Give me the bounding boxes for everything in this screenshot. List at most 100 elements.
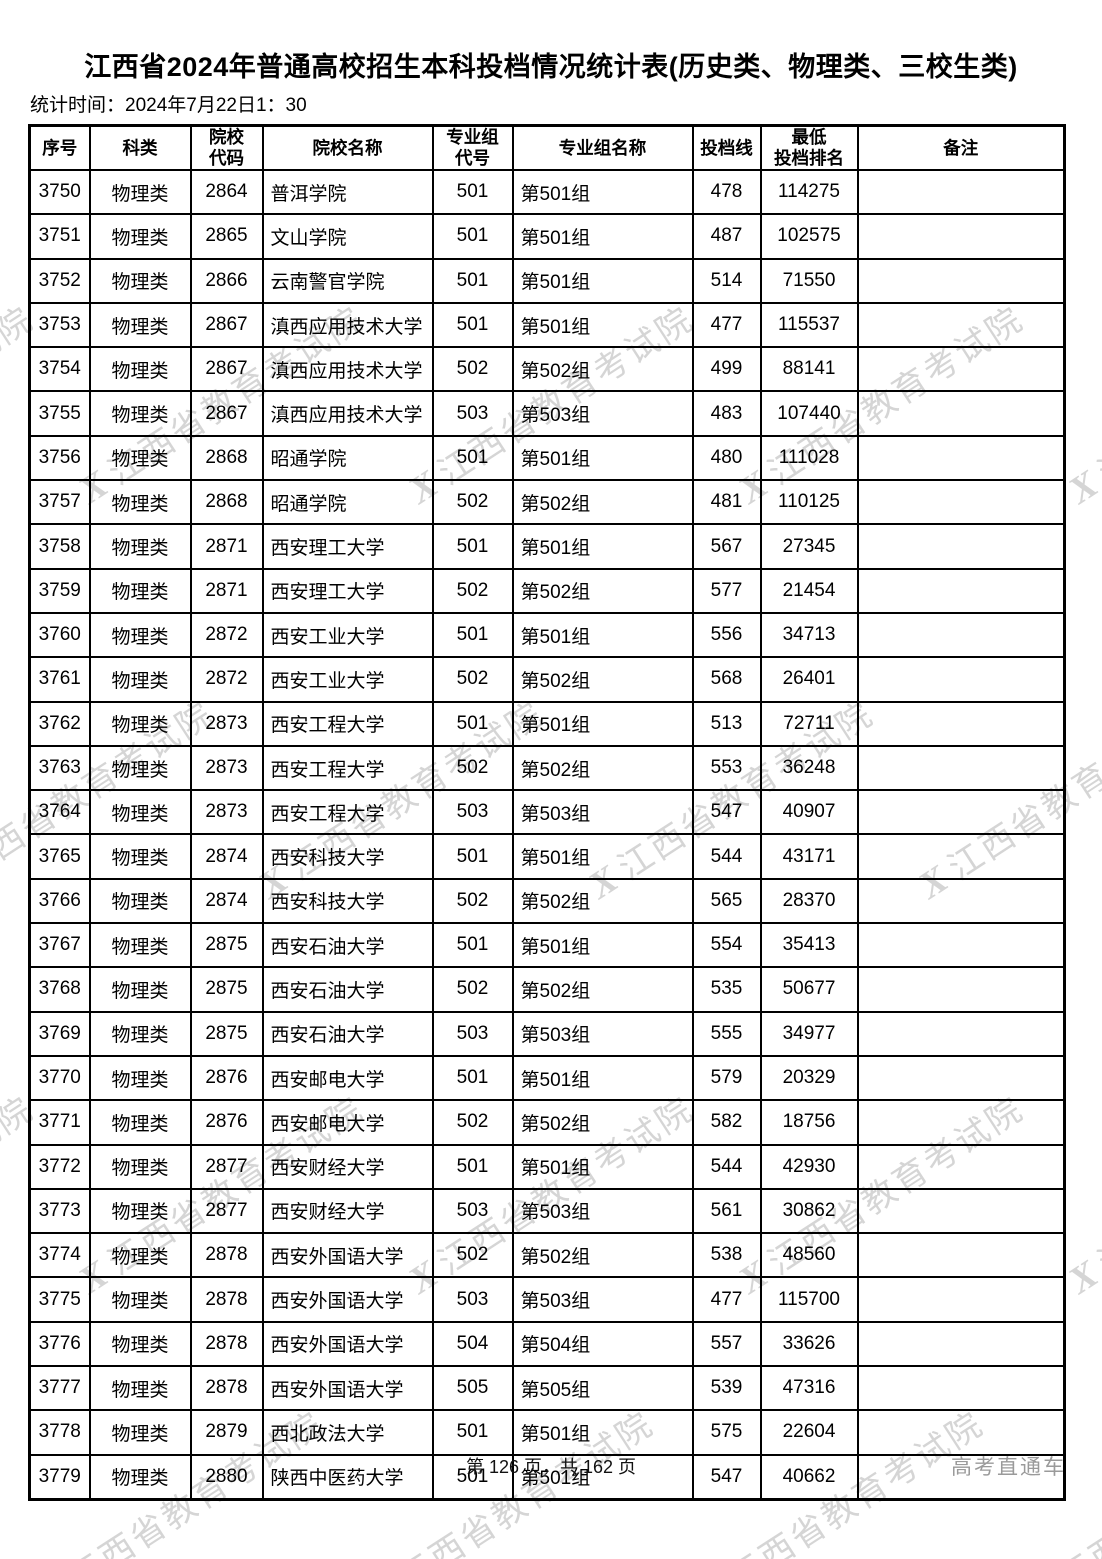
table-row: 3774 物理类 2878 西安外国语大学 502 第502组 538 48560 [28, 1232, 1066, 1279]
cell-rank: 107440 [759, 390, 859, 437]
cell-group-code: 501 [431, 1409, 514, 1456]
cell-group-name: 第505组 [511, 1365, 694, 1412]
cell-line: 556 [691, 611, 762, 659]
cell-name: 西安工程大学 [261, 789, 434, 836]
cell-remark [856, 213, 1066, 260]
cell-group-name: 第501组 [511, 434, 694, 482]
cell-category: 物理类 [88, 611, 192, 659]
cell-line: 514 [691, 257, 762, 304]
cell-group-code: 503 [431, 1187, 514, 1235]
table-row: 3763 物理类 2873 西安工程大学 502 第502组 553 36248 [28, 744, 1066, 792]
cell-line: 535 [691, 966, 762, 1013]
cell-seq: 3756 [28, 434, 91, 482]
cell-remark [856, 1453, 1066, 1501]
cell-group-name: 第501组 [511, 700, 694, 747]
cell-category: 物理类 [88, 1409, 192, 1456]
cell-code: 2867 [189, 346, 264, 393]
cell-name: 普洱学院 [261, 168, 434, 216]
cell-remark [856, 1143, 1066, 1190]
cell-seq: 3779 [28, 1453, 91, 1501]
cell-seq: 3769 [28, 1010, 91, 1057]
cell-code: 2872 [189, 656, 264, 703]
cell-remark [856, 1409, 1066, 1456]
cell-rank: 34713 [759, 611, 859, 659]
cell-name: 西安石油大学 [261, 1010, 434, 1057]
col-header-remark: 备注 [856, 124, 1066, 171]
cell-seq: 3765 [28, 833, 91, 880]
cell-seq: 3773 [28, 1187, 91, 1235]
table-body: 3750 物理类 2864 普洱学院 501 第501组 478 114275 3751 物理类 2… [28, 168, 1066, 1501]
cell-group-code: 502 [431, 346, 514, 393]
cell-group-code: 502 [431, 877, 514, 925]
cell-code: 2876 [189, 1099, 264, 1146]
cell-group-name: 第501组 [511, 1054, 694, 1102]
cell-code: 2878 [189, 1232, 264, 1279]
cell-remark [856, 523, 1066, 570]
table-row: 3771 物理类 2876 西安邮电大学 502 第502组 582 18756 [28, 1099, 1066, 1146]
cell-seq: 3755 [28, 390, 91, 437]
page-number: 第 126 页，共 162 页 [465, 1456, 637, 1477]
cell-name: 西安工业大学 [261, 611, 434, 659]
table-row: 3759 物理类 2871 西安理工大学 502 第502组 577 21454 [28, 567, 1066, 614]
cell-line: 544 [691, 1143, 762, 1190]
cell-remark [856, 1320, 1066, 1368]
table-row: 3769 物理类 2875 西安石油大学 503 第503组 555 34977 [28, 1010, 1066, 1057]
cell-seq: 3771 [28, 1099, 91, 1146]
table-row: 3758 物理类 2871 西安理工大学 501 第501组 567 27345 [28, 523, 1066, 570]
cell-group-name: 第503组 [511, 789, 694, 836]
cell-seq: 3774 [28, 1232, 91, 1279]
cell-remark [856, 1054, 1066, 1102]
cell-name: 滇西应用技术大学 [261, 301, 434, 349]
cell-name: 滇西应用技术大学 [261, 390, 434, 437]
cell-name: 文山学院 [261, 213, 434, 260]
cell-code: 2877 [189, 1187, 264, 1235]
cell-name: 滇西应用技术大学 [261, 346, 434, 393]
cell-code: 2864 [189, 168, 264, 216]
cell-name: 西安工程大学 [261, 700, 434, 747]
cell-group-name: 第501组 [511, 257, 694, 304]
cell-seq: 3766 [28, 877, 91, 925]
cell-category: 物理类 [88, 1232, 192, 1279]
cell-rank: 102575 [759, 213, 859, 260]
cell-seq: 3750 [28, 168, 91, 216]
cell-name: 昭通学院 [261, 479, 434, 526]
cell-line: 513 [691, 700, 762, 747]
cell-seq: 3778 [28, 1409, 91, 1456]
cell-category: 物理类 [88, 1143, 192, 1190]
col-header-seq: 序号 [28, 124, 91, 171]
cell-group-name: 第501组 [511, 1143, 694, 1190]
cell-line: 477 [691, 301, 762, 349]
cell-code: 2865 [189, 213, 264, 260]
cell-line: 553 [691, 744, 762, 792]
cell-name: 西安理工大学 [261, 523, 434, 570]
cell-code: 2868 [189, 434, 264, 482]
cell-code: 2867 [189, 301, 264, 349]
cell-seq: 3776 [28, 1320, 91, 1368]
cell-rank: 114275 [759, 168, 859, 216]
cell-group-code: 501 [431, 434, 514, 482]
table-row: 3750 物理类 2864 普洱学院 501 第501组 478 114275 [28, 168, 1066, 216]
cell-rank: 42930 [759, 1143, 859, 1190]
col-header-category: 科类 [88, 124, 192, 171]
cell-rank: 88141 [759, 346, 859, 393]
cell-group-name: 第502组 [511, 1099, 694, 1146]
cell-group-code: 503 [431, 789, 514, 836]
cell-line: 547 [691, 789, 762, 836]
cell-group-code: 501 [431, 257, 514, 304]
cell-category: 物理类 [88, 434, 192, 482]
cell-code: 2874 [189, 877, 264, 925]
cell-code: 2875 [189, 966, 264, 1013]
cell-code: 2878 [189, 1365, 264, 1412]
cell-group-name: 第501组 [511, 1453, 694, 1501]
cell-code: 2871 [189, 523, 264, 570]
cell-remark [856, 1010, 1066, 1057]
cell-rank: 115700 [759, 1276, 859, 1323]
cell-group-code: 501 [431, 213, 514, 260]
cell-category: 物理类 [88, 789, 192, 836]
table-row: 3773 物理类 2877 西安财经大学 503 第503组 561 30862 [28, 1187, 1066, 1235]
cell-group-name: 第501组 [511, 168, 694, 216]
cell-rank: 27345 [759, 523, 859, 570]
cell-code: 2875 [189, 922, 264, 969]
cell-remark [856, 700, 1066, 747]
